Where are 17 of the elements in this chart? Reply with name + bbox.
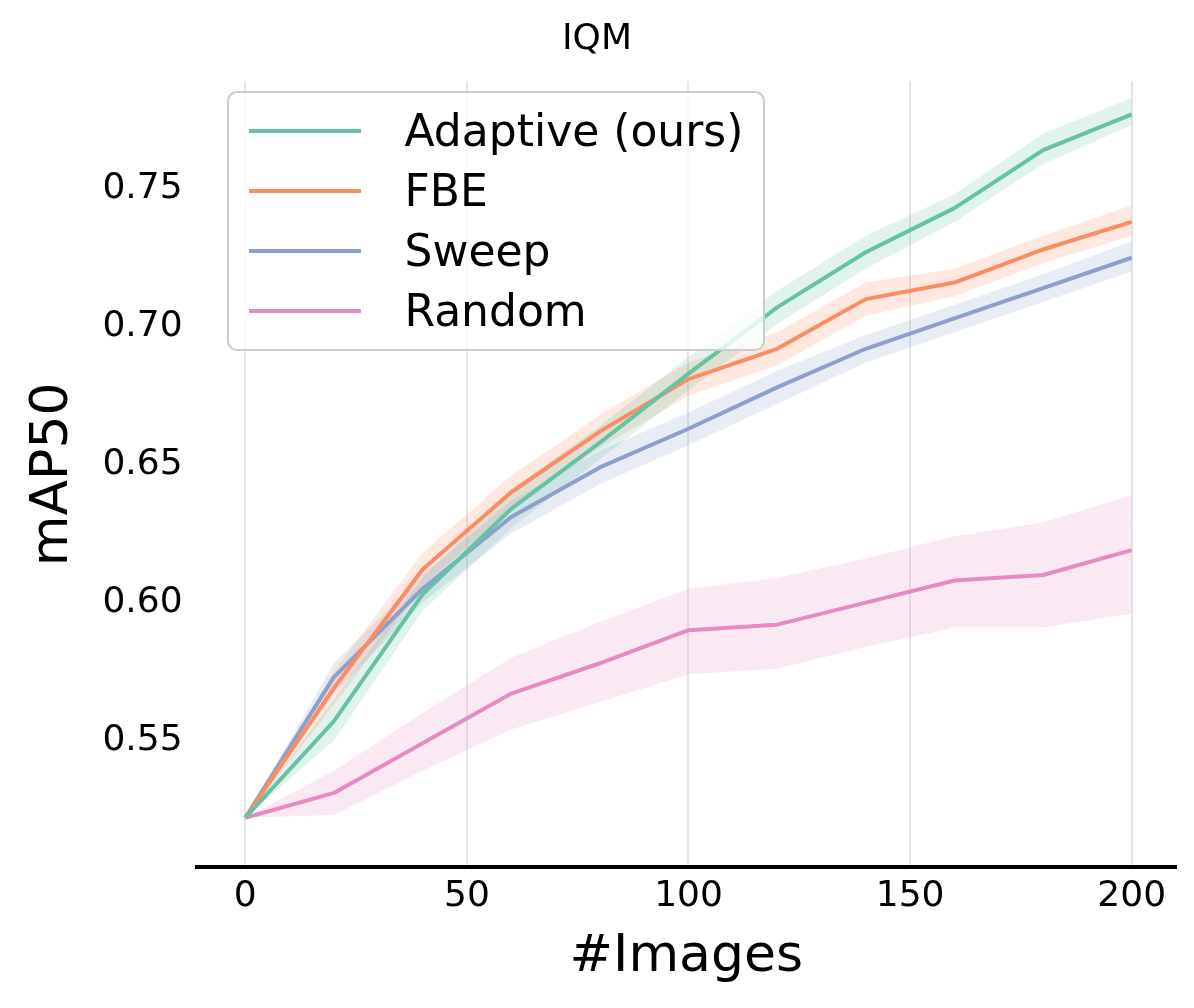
x-tick-label: 50 [443, 873, 490, 915]
chart-title: IQM [561, 15, 633, 57]
y-tick-label: 0.65 [102, 441, 183, 482]
y-axis-title: mAP50 [18, 382, 79, 567]
legend-label: Random [404, 284, 587, 339]
x-tick-label: 200 [1097, 873, 1167, 915]
y-tick-label: 0.75 [102, 165, 183, 207]
y-tick-label: 0.60 [102, 578, 183, 620]
x-tick-label: 100 [654, 873, 723, 915]
x-tick-label: 0 [233, 873, 257, 915]
legend-label: Sweep [404, 224, 551, 279]
x-axis-title: #Images [569, 923, 804, 984]
legend-label: Adaptive (ours) [404, 104, 744, 159]
legend-label: FBE [404, 164, 488, 219]
y-tick-label: 0.70 [102, 303, 183, 345]
y-tick-label: 0.55 [102, 716, 183, 758]
x-tick-label: 150 [875, 873, 945, 915]
